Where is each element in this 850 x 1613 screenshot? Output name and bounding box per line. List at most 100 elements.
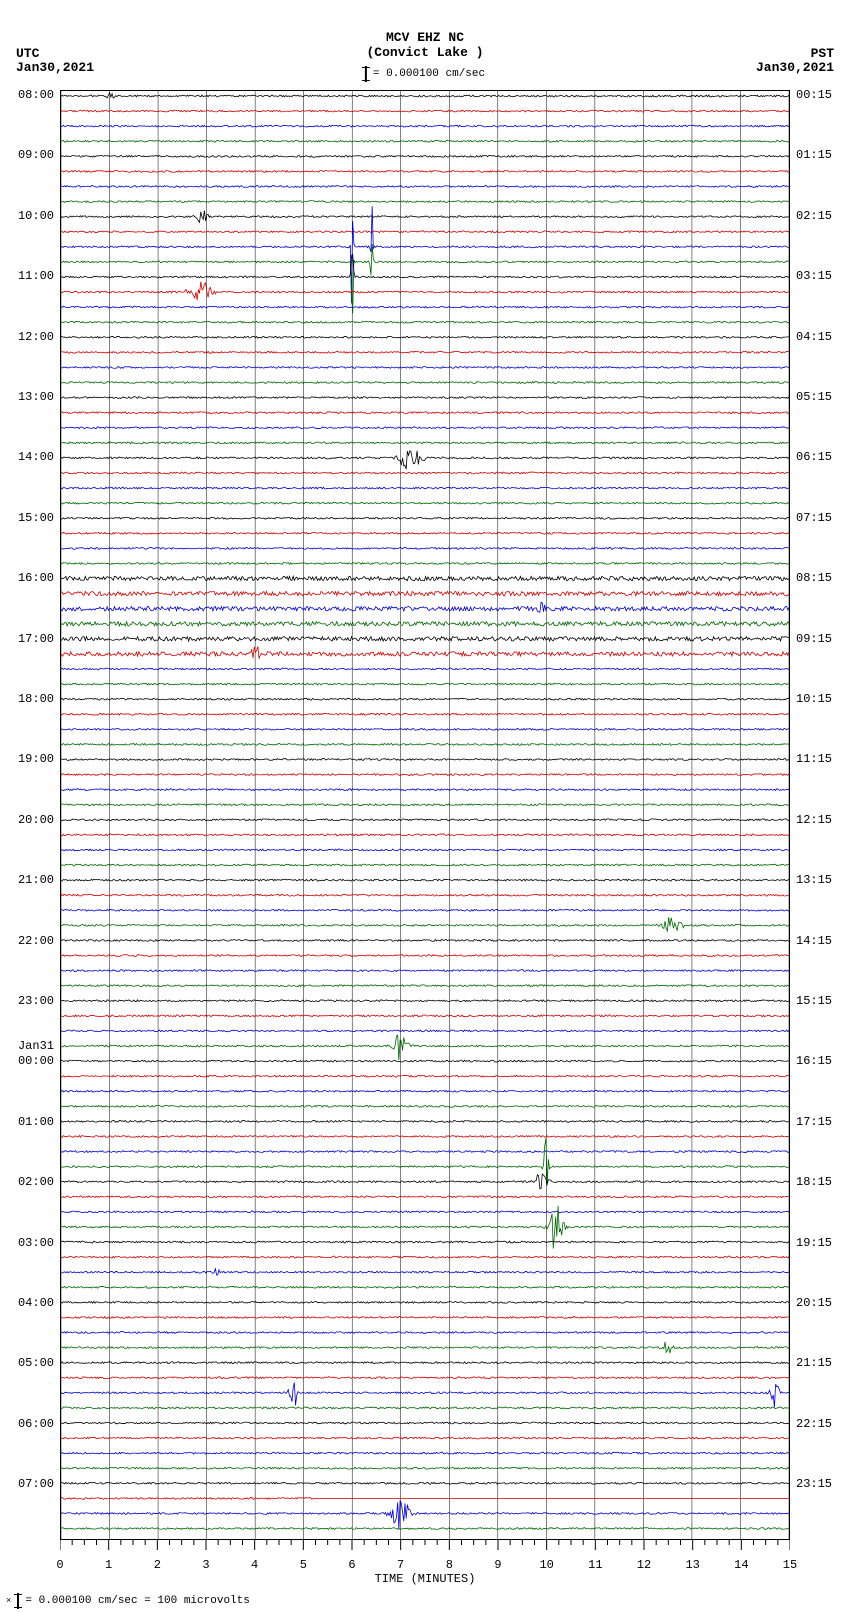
trace-row bbox=[61, 1196, 789, 1198]
x-tick-label: 14 bbox=[734, 1558, 748, 1572]
left-time-label: 18:00 bbox=[18, 692, 54, 706]
x-tick-label: 5 bbox=[300, 1558, 307, 1572]
x-tick-label: 6 bbox=[348, 1558, 355, 1572]
trace-row bbox=[61, 1452, 789, 1454]
trace-row bbox=[61, 834, 789, 836]
x-tick-label: 11 bbox=[588, 1558, 602, 1572]
x-tick-label: 4 bbox=[251, 1558, 258, 1572]
trace-row bbox=[61, 909, 789, 911]
trace-row bbox=[61, 940, 789, 942]
trace-row bbox=[61, 282, 789, 300]
trace-row bbox=[61, 1138, 789, 1185]
trace-row bbox=[61, 186, 789, 188]
seismogram-plot bbox=[60, 90, 790, 1540]
right-time-labels: 00:1501:1502:1503:1504:1505:1506:1507:15… bbox=[792, 90, 850, 1540]
left-time-label: 04:00 bbox=[18, 1296, 54, 1310]
right-time-label: 14:15 bbox=[796, 934, 832, 948]
x-tick-label: 15 bbox=[783, 1558, 797, 1572]
footer-text: = 0.000100 cm/sec = 100 microvolts bbox=[25, 1595, 249, 1607]
tz-left: UTC bbox=[16, 46, 39, 61]
x-ticks bbox=[60, 1540, 790, 1558]
trace-row bbox=[61, 668, 789, 670]
right-time-label: 01:15 bbox=[796, 148, 832, 162]
trace-row bbox=[61, 351, 789, 353]
x-tick-label: 13 bbox=[685, 1558, 699, 1572]
right-time-label: 02:15 bbox=[796, 209, 832, 223]
right-time-label: 23:15 bbox=[796, 1477, 832, 1491]
trace-row bbox=[61, 970, 789, 972]
trace-row bbox=[61, 1136, 789, 1138]
header-scale: = 0.000100 cm/sec bbox=[365, 66, 485, 82]
right-time-label: 08:15 bbox=[796, 571, 832, 585]
trace-row bbox=[61, 849, 789, 851]
trace-row bbox=[61, 125, 789, 127]
trace-row bbox=[61, 879, 789, 881]
left-time-label: 20:00 bbox=[18, 813, 54, 827]
left-time-label: 16:00 bbox=[18, 571, 54, 585]
trace-row bbox=[61, 1342, 789, 1353]
trace-row bbox=[61, 1301, 789, 1303]
trace-row bbox=[61, 201, 789, 203]
left-time-label: 07:00 bbox=[18, 1477, 54, 1491]
trace-row bbox=[61, 254, 789, 277]
trace-row bbox=[61, 1030, 789, 1032]
trace-row bbox=[61, 382, 789, 384]
trace-row bbox=[61, 985, 789, 987]
right-time-label: 15:15 bbox=[796, 994, 832, 1008]
left-time-label: 05:00 bbox=[18, 1356, 54, 1370]
trace-row bbox=[61, 1268, 789, 1275]
trace-row bbox=[61, 472, 789, 474]
trace-row bbox=[61, 804, 789, 806]
trace-row bbox=[61, 442, 789, 444]
trace-row bbox=[61, 1035, 789, 1060]
trace-row bbox=[61, 894, 789, 896]
right-time-label: 18:15 bbox=[796, 1175, 832, 1189]
x-axis: TIME (MINUTES) 0123456789101112131415 bbox=[60, 1540, 790, 1600]
x-tick-label: 8 bbox=[446, 1558, 453, 1572]
left-time-label: 21:00 bbox=[18, 873, 54, 887]
trace-row bbox=[61, 1105, 789, 1107]
trace-row bbox=[61, 306, 789, 308]
left-time-label: 11:00 bbox=[18, 269, 54, 283]
right-time-label: 13:15 bbox=[796, 873, 832, 887]
trace-row bbox=[61, 321, 789, 323]
trace-row bbox=[61, 563, 789, 565]
trace-row bbox=[61, 532, 789, 534]
right-time-label: 06:15 bbox=[796, 450, 832, 464]
left-time-label: 02:00 bbox=[18, 1175, 54, 1189]
left-time-label: 12:00 bbox=[18, 330, 54, 344]
trace-row bbox=[61, 1407, 789, 1409]
trace-row bbox=[61, 759, 789, 761]
station-id: MCV EHZ NC bbox=[366, 30, 483, 45]
trace-row bbox=[61, 647, 789, 659]
x-tick-label: 2 bbox=[154, 1558, 161, 1572]
trace-row bbox=[61, 1151, 789, 1153]
trace-row bbox=[61, 1528, 789, 1530]
right-time-label: 10:15 bbox=[796, 692, 832, 706]
x-tick-label: 7 bbox=[397, 1558, 404, 1572]
trace-row bbox=[61, 1497, 789, 1499]
scale-bar-icon bbox=[365, 66, 367, 82]
left-time-label: 09:00 bbox=[18, 148, 54, 162]
trace-row bbox=[61, 1332, 789, 1334]
trace-row bbox=[61, 211, 789, 223]
x-tick-label: 9 bbox=[494, 1558, 501, 1572]
right-time-label: 03:15 bbox=[796, 269, 832, 283]
trace-row bbox=[61, 774, 789, 776]
trace-row bbox=[61, 1377, 789, 1379]
trace-row bbox=[61, 591, 789, 595]
trace-row bbox=[61, 864, 789, 866]
trace-row bbox=[61, 547, 789, 549]
trace-row bbox=[61, 1317, 789, 1319]
trace-row bbox=[61, 502, 789, 504]
trace-row bbox=[61, 637, 789, 641]
left-time-label: 06:00 bbox=[18, 1417, 54, 1431]
x-axis-title: TIME (MINUTES) bbox=[375, 1572, 476, 1586]
trace-row bbox=[61, 713, 789, 715]
right-time-label: 09:15 bbox=[796, 632, 832, 646]
x-tick-label: 3 bbox=[202, 1558, 209, 1572]
trace-row bbox=[61, 576, 789, 580]
right-time-label: 19:15 bbox=[796, 1236, 832, 1250]
trace-row bbox=[61, 622, 789, 626]
left-time-label: 22:00 bbox=[18, 934, 54, 948]
